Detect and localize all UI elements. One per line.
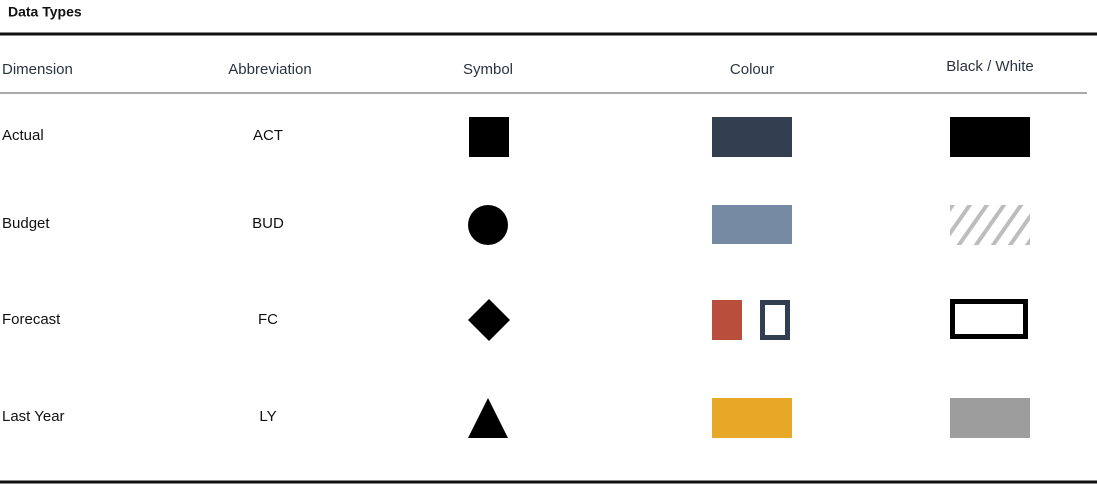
bw-swatch bbox=[950, 117, 1030, 157]
column-header: Black / White bbox=[946, 58, 1034, 75]
dimension: Actual bbox=[2, 127, 44, 144]
abbreviation: ACT bbox=[253, 127, 283, 144]
abbreviation: BUD bbox=[252, 215, 284, 232]
column-header: Dimension bbox=[2, 61, 73, 78]
abbreviation: LY bbox=[259, 408, 276, 425]
diamond-symbol bbox=[468, 299, 510, 341]
square-symbol bbox=[469, 117, 509, 157]
bw-swatch-hatched bbox=[950, 205, 1030, 245]
colour-swatch bbox=[712, 300, 742, 340]
triangle-symbol bbox=[468, 398, 508, 438]
circle-symbol bbox=[468, 205, 508, 245]
column-header: Abbreviation bbox=[228, 61, 311, 78]
column-header: Symbol bbox=[463, 61, 513, 78]
colour-swatch-outline bbox=[760, 300, 790, 340]
dimension: Forecast bbox=[2, 311, 61, 328]
colour-swatch bbox=[712, 398, 792, 438]
colour-swatch bbox=[712, 205, 792, 244]
dimension: Last Year bbox=[2, 408, 65, 425]
bw-swatch-outline bbox=[950, 299, 1028, 339]
column-header: Colour bbox=[730, 61, 774, 78]
title: Data Types bbox=[8, 4, 82, 20]
colour-swatch bbox=[712, 117, 792, 157]
abbreviation: FC bbox=[258, 311, 278, 328]
bw-swatch bbox=[950, 398, 1030, 438]
dimension: Budget bbox=[2, 215, 50, 232]
